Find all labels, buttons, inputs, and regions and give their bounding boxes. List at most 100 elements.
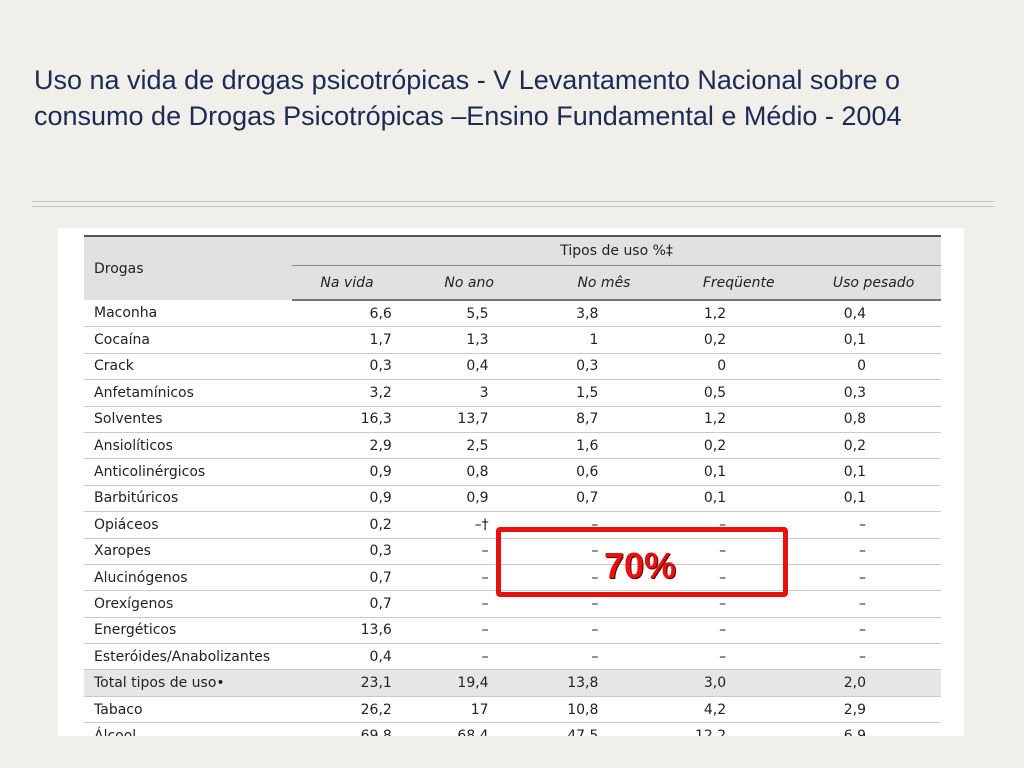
value-cell: 1,2 [671,406,807,433]
value-cell: 0,3 [536,353,672,381]
value-cell: 0,1 [671,485,807,513]
value-cell: 4,2 [671,696,807,724]
value-cell: – [536,617,672,645]
value-cell: 3,0 [671,669,807,697]
value-cell: 13,7 [401,406,537,433]
title-divider-top [32,201,994,202]
value-cell: – [401,643,537,671]
value-cell: 68,4 [401,722,537,736]
drugs-column-header: Drogas [84,235,293,300]
drug-name-cell: Opiáceos [84,511,293,539]
value-cell: 10,8 [536,696,672,724]
value-cell: – [806,511,941,539]
value-cell: – [806,617,941,645]
value-cell: 1,2 [671,300,807,328]
value-cell: – [536,538,672,565]
value-cell: 16,3 [292,406,402,433]
highlight-box [496,527,788,597]
value-cell: – [401,538,537,565]
value-cell: 0,1 [806,485,941,513]
value-cell: – [806,564,941,592]
value-cell: 2,9 [292,432,402,460]
table-header-row: Drogas Tipos de uso %‡ [84,235,941,300]
value-cell: 3,8 [536,300,672,328]
value-cell: 0,5 [671,379,807,407]
title-divider-bottom [32,206,994,207]
value-cell: 0,3 [806,379,941,407]
usage-subheader-row: Na vida No ano No mês Freqüente Uso pesado [84,265,941,301]
value-cell: 0 [671,353,807,381]
table-row: Xaropes 0,3– – – – [84,538,941,565]
value-cell: 0,1 [806,326,941,354]
value-cell: –† [401,511,537,539]
column-header: Uso pesado [806,265,941,301]
value-cell: 69,8 [292,722,402,736]
table-row: Maconha 6,6 5,5 3,8 1,2 0,4 [84,300,941,328]
drug-name-cell: Cocaína [84,326,293,354]
table-row: Tabaco 26,2 17 10,8 4,2 2,9 [84,696,941,724]
value-cell: 0,7 [292,564,402,592]
drug-name-cell: Anticolinérgicos [84,458,293,486]
drug-name-cell: Total tipos de uso• [84,669,293,697]
table-row: Esteróides/Anabolizantes 0,4– – – – [84,643,941,671]
value-cell: 12,2 [671,722,807,736]
table-row: Barbitúricos 0,9 0,9 0,7 0,1 0,1 [84,485,941,513]
value-cell: 1,3 [401,326,537,354]
table-row: Opiáceos 0,2 –† – – – [84,511,941,539]
table-row: Total tipos de uso• 23,1 19,4 13,8 3,0 2,0 [84,669,941,697]
drug-name-cell: Xaropes [84,538,293,565]
value-cell: 13,8 [536,669,672,697]
value-cell: 6,6 [292,300,402,328]
value-cell: 13,6 [292,617,402,645]
value-cell: 26,2 [292,696,402,724]
table-row: Ansiolíticos 2,9 2,5 1,6 0,2 0,2 [84,432,941,460]
value-cell: 0,3 [292,353,402,381]
value-cell: – [671,617,807,645]
value-cell: 1 [536,326,672,354]
value-cell: – [536,643,672,671]
value-cell: 1,5 [536,379,672,407]
value-cell: 47,5 [536,722,672,736]
table-image-panel: Drogas Tipos de uso %‡ Na vida No ano No m… [58,228,964,736]
drug-name-cell: Solventes [84,406,293,433]
column-header: No ano [401,265,537,301]
value-cell: 19,4 [401,669,537,697]
value-cell: 0,1 [806,458,941,486]
column-header: Na vida [292,265,402,301]
table-row: Anfetamínicos 3,2 3 1,5 0,5 0,3 [84,379,941,407]
column-header: No mês [536,265,672,301]
drug-name-cell: Alucinógenos [84,564,293,592]
drug-use-table: Drogas Tipos de uso %‡ Na vida No ano No m… [84,235,941,736]
value-cell: 0,2 [671,432,807,460]
value-cell: 1,6 [536,432,672,460]
value-cell: 8,7 [536,406,672,433]
value-cell: – [806,643,941,671]
value-cell: – [536,511,672,539]
drug-name-cell: Energéticos [84,617,293,645]
drug-name-cell: Esteróides/Anabolizantes [84,643,293,671]
value-cell: 0,2 [806,432,941,460]
slide-title: Uso na vida de drogas psicotrópicas - V … [34,65,902,131]
value-cell: 0,9 [292,485,402,513]
value-cell: 0 [806,353,941,381]
value-cell: 0,9 [292,458,402,486]
value-cell: 0,4 [806,300,941,328]
value-cell: 0,2 [292,511,402,539]
table-row: Cocaína 1,7 1,3 1 0,2 0,1 [84,326,941,354]
drug-name-cell: Ansiolíticos [84,432,293,460]
value-cell: – [536,564,672,592]
value-cell: – [806,590,941,618]
value-cell: 0,7 [536,485,672,513]
table-row: Solventes 16,3 13,7 8,7 1,2 0,8 [84,406,941,433]
drug-name-cell: Anfetamínicos [84,379,293,407]
value-cell: 0,1 [671,458,807,486]
value-cell: 1,7 [292,326,402,354]
usage-type-group-header: Tipos de uso %‡ [292,235,941,266]
drug-name-cell: Maconha [84,300,293,328]
table-row: Energéticos 13,6– – – – [84,617,941,645]
value-cell: 0,8 [806,406,941,433]
table-row: Álcool 69,8 68,4 47,5 12,2 6,9 [84,722,941,736]
value-cell: 3,2 [292,379,402,407]
value-cell: 6,9 [806,722,941,736]
table-row: Alucinógenos 0,7– – – – [84,564,941,592]
